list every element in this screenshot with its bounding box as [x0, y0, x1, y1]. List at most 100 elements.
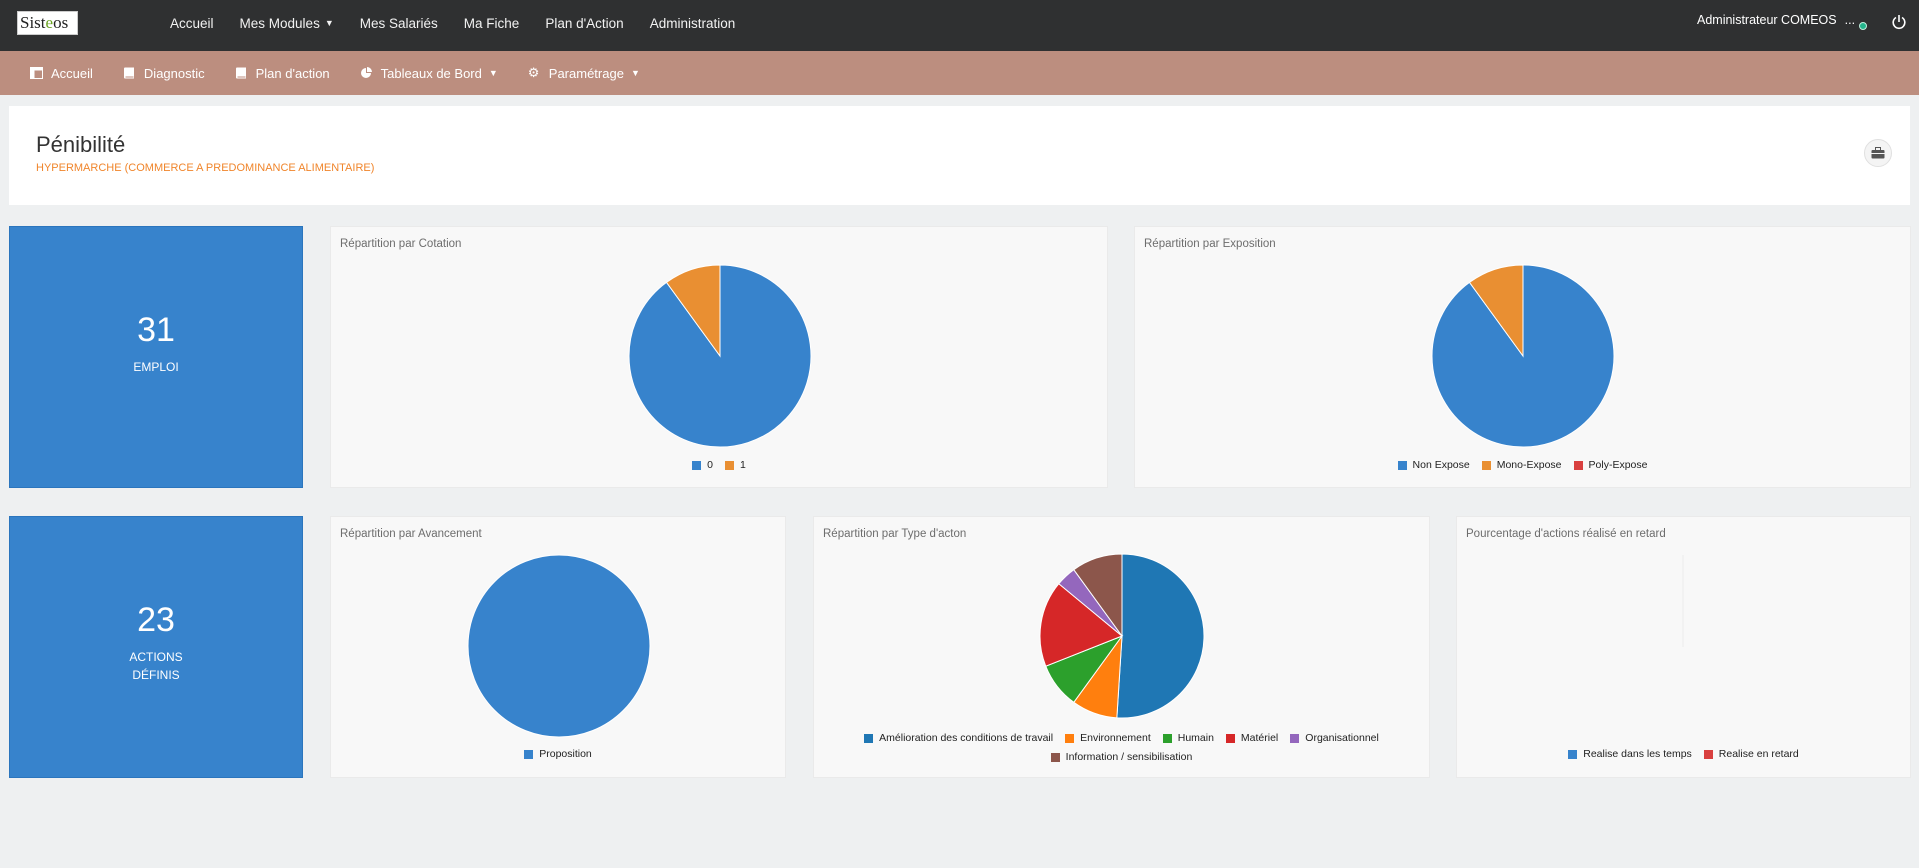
layout-icon	[30, 67, 43, 79]
legend-swatch	[1290, 734, 1300, 743]
subnav-tableaux-de-bord[interactable]: Tableaux de Bord ▼	[360, 66, 498, 81]
legend-label: Amélioration des conditions de travail	[879, 732, 1054, 744]
subnav-plan-action[interactable]: Plan d'action	[235, 66, 330, 81]
legend-item-organisationnel[interactable]: Organisationnel	[1290, 729, 1379, 748]
nav-mes-salaries[interactable]: Mes Salariés	[359, 15, 438, 31]
legend-swatch	[1065, 734, 1075, 743]
pie-chart-icon	[360, 67, 372, 78]
nav-administration[interactable]: Administration	[649, 15, 736, 31]
legend-item-information-sensibilisation[interactable]: Information / sensibilisation	[1050, 748, 1193, 767]
panel-title: Répartition par Avancement	[340, 528, 482, 540]
online-status-icon	[1859, 22, 1867, 30]
exposition-pie-chart	[1431, 264, 1615, 448]
cotation-pie-chart	[628, 264, 812, 448]
legend-swatch	[1050, 753, 1060, 762]
book-icon	[123, 67, 134, 79]
sub-nav: Accueil Diagnostic Plan d'action Tableau…	[30, 51, 670, 95]
page-title: Pénibilité	[36, 132, 126, 157]
legend-label: Organisationnel	[1305, 732, 1379, 744]
pie-slice-mono-expose[interactable]	[1468, 264, 1524, 358]
user-more: ...	[1844, 13, 1856, 27]
legend-item-humain[interactable]: Humain	[1162, 729, 1214, 748]
nav-mes-modules[interactable]: Mes Modules ▼	[239, 15, 334, 31]
legend-swatch	[725, 460, 734, 470]
legend-label: Mono-Expose	[1496, 459, 1562, 471]
chart-legend: Realise dans les temps Realise en retard	[1457, 748, 1910, 760]
legend-item-amelioration-des-conditions-de-travail[interactable]: Amélioration des conditions de travail	[864, 729, 1053, 748]
legend-item-proposition[interactable]: Proposition	[524, 748, 592, 760]
chart-legend: Non Expose Mono-Expose Poly-Expose	[1135, 459, 1910, 471]
chevron-down-icon: ▼	[488, 68, 498, 78]
legend-label: 1	[740, 459, 746, 471]
legend-swatch	[1397, 460, 1407, 470]
stat-emploi: 31 EMPLOI	[9, 226, 303, 488]
user-menu[interactable]: Administrateur COMEOS...	[1697, 13, 1855, 27]
nav-ma-fiche[interactable]: Ma Fiche	[463, 15, 520, 31]
legend-item-poly-expose[interactable]: Poly-Expose	[1573, 459, 1648, 471]
legend-swatch	[1568, 749, 1578, 759]
nav-plan-action[interactable]: Plan d'Action	[545, 15, 624, 31]
panel-title: Pourcentage d'actions réalisé en retard	[1466, 528, 1666, 540]
top-nav: Accueil Mes Modules ▼ Mes Salariés Ma Fic…	[170, 0, 761, 46]
legend-item-materiel[interactable]: Matériel	[1225, 729, 1279, 748]
nav-accueil[interactable]: Accueil	[170, 15, 214, 31]
legend-item-non-expose[interactable]: Non Expose	[1397, 459, 1470, 471]
stat-label: DÉFINIS	[132, 668, 180, 682]
legend-swatch	[1481, 460, 1491, 470]
pie-slice-proposition[interactable]	[467, 554, 651, 738]
panel-title: Répartition par Exposition	[1144, 238, 1276, 250]
panel-avancement: Répartition par Avancement Proposition	[330, 516, 786, 778]
sub-navbar: Accueil Diagnostic Plan d'action Tableau…	[0, 51, 1919, 95]
chevron-down-icon: ▼	[324, 18, 334, 28]
subnav-diagnostic[interactable]: Diagnostic	[123, 66, 205, 81]
chart-legend: Proposition	[331, 748, 785, 760]
user-name: Administrateur COMEOS	[1697, 13, 1837, 27]
legend-item-0[interactable]: 0	[692, 459, 713, 471]
legend-label: Realise en retard	[1718, 748, 1799, 760]
stat-label: EMPLOI	[133, 360, 179, 374]
legend-swatch	[1162, 734, 1172, 743]
gear-icon: ⚙	[527, 65, 540, 80]
subnav-parametrage[interactable]: ⚙ Paramétrage ▼	[527, 65, 640, 81]
stat-actions: 23 ACTIONS DÉFINIS	[9, 516, 303, 778]
legend-swatch	[1225, 734, 1235, 743]
avancement-pie-chart	[467, 554, 651, 738]
legend-label: Realise dans les temps	[1583, 748, 1692, 760]
legend-label: Poly-Expose	[1588, 459, 1648, 471]
legend-swatch	[864, 734, 874, 743]
legend-item-mono-expose[interactable]: Mono-Expose	[1481, 459, 1562, 471]
legend-item-1[interactable]: 1	[725, 459, 746, 471]
sisteos-logo[interactable]: Sisteos	[17, 11, 78, 35]
pie-slice-amelioration-des-conditions-de-travail[interactable]	[1116, 553, 1205, 719]
panel-exposition: Répartition par Exposition Non Expose Mon…	[1134, 226, 1911, 488]
legend-label: Matériel	[1240, 732, 1279, 744]
pie-slice-materiel[interactable]	[1039, 583, 1123, 667]
legend-label: Non Expose	[1412, 459, 1470, 471]
legend-item-realise-dans-les-temps[interactable]: Realise dans les temps	[1568, 748, 1692, 760]
legend-item-realise-en-retard[interactable]: Realise en retard	[1703, 748, 1799, 760]
panel-title: Répartition par Cotation	[340, 238, 462, 250]
pie-slice-information-sensibilisation[interactable]	[1073, 553, 1123, 638]
pie-slice-1[interactable]	[665, 264, 721, 358]
briefcase-icon	[1871, 147, 1885, 159]
legend-label: Environnement	[1080, 732, 1151, 744]
legend-swatch	[1703, 749, 1713, 759]
legend-label: 0	[707, 459, 713, 471]
briefcase-button[interactable]	[1864, 139, 1892, 167]
panel-retard: Pourcentage d'actions réalisé en retard …	[1456, 516, 1911, 778]
legend-item-environnement[interactable]: Environnement	[1065, 729, 1151, 748]
panel-title: Répartition par Type d'acton	[823, 528, 967, 540]
page-header: Pénibilité HYPERMARCHE (COMMERCE A PREDO…	[9, 106, 1910, 205]
retard-pie-chart	[1682, 555, 1684, 647]
panel-type-action: Répartition par Type d'acton Amélioratio…	[813, 516, 1430, 778]
subnav-accueil[interactable]: Accueil	[30, 66, 93, 81]
chart-legend: Amélioration des conditions de travail En…	[814, 729, 1429, 767]
legend-label: Information / sensibilisation	[1065, 751, 1193, 763]
power-icon[interactable]	[1891, 14, 1907, 30]
stat-value: 31	[137, 311, 175, 349]
legend-swatch	[692, 460, 702, 470]
stat-value: 23	[137, 601, 175, 639]
chevron-down-icon: ▼	[630, 68, 640, 78]
